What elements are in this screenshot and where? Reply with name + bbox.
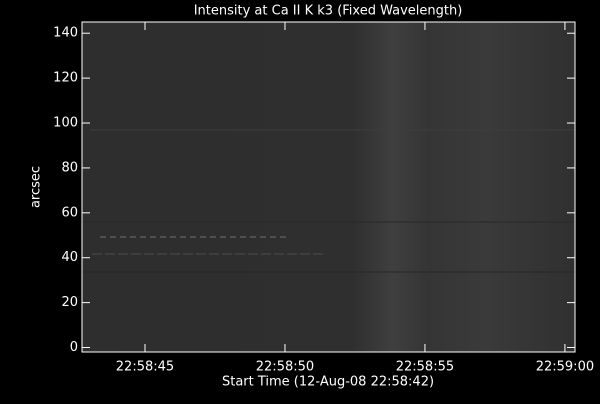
y-tick-label: 140 bbox=[53, 26, 78, 41]
x-axis-label: Start Time (12-Aug-08 22:58:42) bbox=[222, 375, 434, 390]
plot-frame bbox=[81, 21, 576, 353]
y-tick-label: 120 bbox=[53, 71, 78, 86]
y-tick-label: 20 bbox=[61, 295, 78, 310]
x-tick-label: 22:58:45 bbox=[116, 360, 174, 375]
image bbox=[82, 22, 575, 352]
x-tick-label: 22:58:55 bbox=[396, 360, 454, 375]
x-tick-label: 22:58:50 bbox=[256, 360, 314, 375]
y-tick-label: 0 bbox=[70, 340, 78, 355]
y-tick-label: 80 bbox=[61, 160, 78, 175]
chart-title: Intensity at Ca II K k3 (Fixed Wavelengt… bbox=[194, 4, 463, 19]
y-tick-label: 40 bbox=[61, 250, 78, 265]
y-tick-label: 100 bbox=[53, 116, 78, 131]
y-tick-label: 60 bbox=[61, 205, 78, 220]
y-axis-label: arcsec bbox=[29, 166, 44, 208]
x-tick-label: 22:59:00 bbox=[536, 360, 594, 375]
